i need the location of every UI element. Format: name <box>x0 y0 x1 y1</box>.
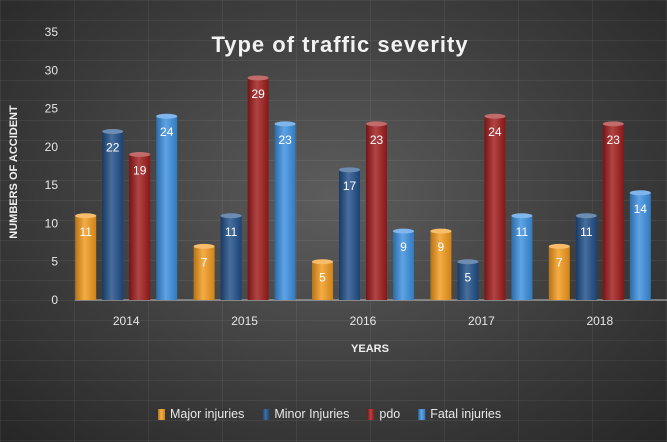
bar-cap <box>548 243 570 249</box>
x-tick-label: 2015 <box>231 314 258 328</box>
bar-cap <box>366 121 387 127</box>
bar <box>393 231 414 300</box>
bar <box>602 123 624 300</box>
data-label: 11 <box>225 225 238 239</box>
bar <box>247 77 269 300</box>
legend-label: Fatal injuries <box>430 407 501 421</box>
data-label: 9 <box>400 240 407 254</box>
y-tick-label: 35 <box>45 25 59 39</box>
bar <box>366 123 387 300</box>
data-label: 24 <box>160 125 174 139</box>
bar <box>548 246 570 300</box>
bar-cap <box>393 228 414 234</box>
data-label: 17 <box>343 179 357 193</box>
data-label: 19 <box>133 164 147 178</box>
data-label: 11 <box>516 225 529 239</box>
data-label: 23 <box>370 133 384 147</box>
y-tick-label: 30 <box>45 63 59 77</box>
data-label: 11 <box>79 225 92 239</box>
data-label: 5 <box>465 271 472 285</box>
legend-swatch <box>262 409 270 420</box>
y-axis-label: NUMBERS OF ACCIDENT <box>8 105 20 239</box>
legend: Major injuries Minor Injuries pdo Fatal inj… <box>158 407 501 421</box>
y-tick-label: 0 <box>51 293 58 307</box>
y-tick-label: 15 <box>45 178 59 192</box>
data-label: 24 <box>488 125 502 139</box>
data-label: 22 <box>106 141 120 155</box>
bar <box>457 261 479 300</box>
bar <box>430 231 452 300</box>
x-tick-label: 2016 <box>350 314 377 328</box>
bar-cap <box>457 259 479 265</box>
bar <box>193 246 215 300</box>
bar <box>511 215 533 300</box>
x-tick-label: 2018 <box>586 314 613 328</box>
bar-cap <box>484 113 506 119</box>
x-tick-label: 2014 <box>113 314 140 328</box>
legend-swatch <box>367 409 375 420</box>
bar-cap <box>75 213 97 219</box>
x-tick-label: 2017 <box>468 314 495 328</box>
data-label: 7 <box>201 255 208 269</box>
y-axis-ticks: 0 5 10 15 20 25 30 35 <box>45 25 59 307</box>
y-tick-label: 10 <box>45 216 59 230</box>
bar-cap <box>247 75 269 81</box>
bar-cap <box>312 259 333 265</box>
bar-cap <box>339 167 360 173</box>
legend-label: Minor Injuries <box>274 407 349 421</box>
legend-swatch <box>158 409 165 420</box>
data-labels: 11 22 19 24 7 11 29 23 5 17 23 9 9 5 24 11 7 11 23 14 <box>79 87 647 285</box>
bar-cap <box>193 243 215 249</box>
data-label: 23 <box>607 133 621 147</box>
y-tick-label: 5 <box>51 255 58 269</box>
data-label: 29 <box>251 87 265 101</box>
bar <box>156 116 178 300</box>
bar <box>274 123 296 300</box>
bar <box>575 215 597 300</box>
bar <box>312 261 333 300</box>
x-axis-label: YEARS <box>351 343 389 355</box>
data-label: 5 <box>319 271 326 285</box>
bar <box>629 192 651 300</box>
x-axis-ticks: 2014 2015 2016 2017 2018 <box>113 314 614 328</box>
legend-label: Major injuries <box>170 407 244 421</box>
bar-cap <box>629 190 651 196</box>
data-label: 7 <box>556 255 563 269</box>
data-label: 11 <box>580 225 593 239</box>
bar-cap <box>602 121 624 127</box>
bar-cap <box>156 113 178 119</box>
y-tick-label: 20 <box>45 140 59 154</box>
bar-cap <box>220 213 242 219</box>
bar <box>129 154 151 300</box>
bar-cap <box>102 129 124 135</box>
data-label: 14 <box>634 202 648 216</box>
bar-cap <box>575 213 597 219</box>
bar <box>75 215 97 300</box>
bar <box>102 131 124 300</box>
data-label: 23 <box>278 133 292 147</box>
legend-swatch <box>418 409 426 420</box>
bar-cap <box>430 228 452 234</box>
bar <box>220 215 242 300</box>
bar <box>484 116 506 300</box>
bar <box>339 169 360 300</box>
y-tick-label: 25 <box>45 102 59 116</box>
bar-cap <box>129 152 151 158</box>
bar-cap <box>511 213 533 219</box>
bar-cap <box>274 121 296 127</box>
bar-series <box>75 75 651 300</box>
legend-label: pdo <box>379 407 400 421</box>
chart-title: Type of traffic severity <box>211 32 468 57</box>
data-label: 9 <box>438 240 445 254</box>
